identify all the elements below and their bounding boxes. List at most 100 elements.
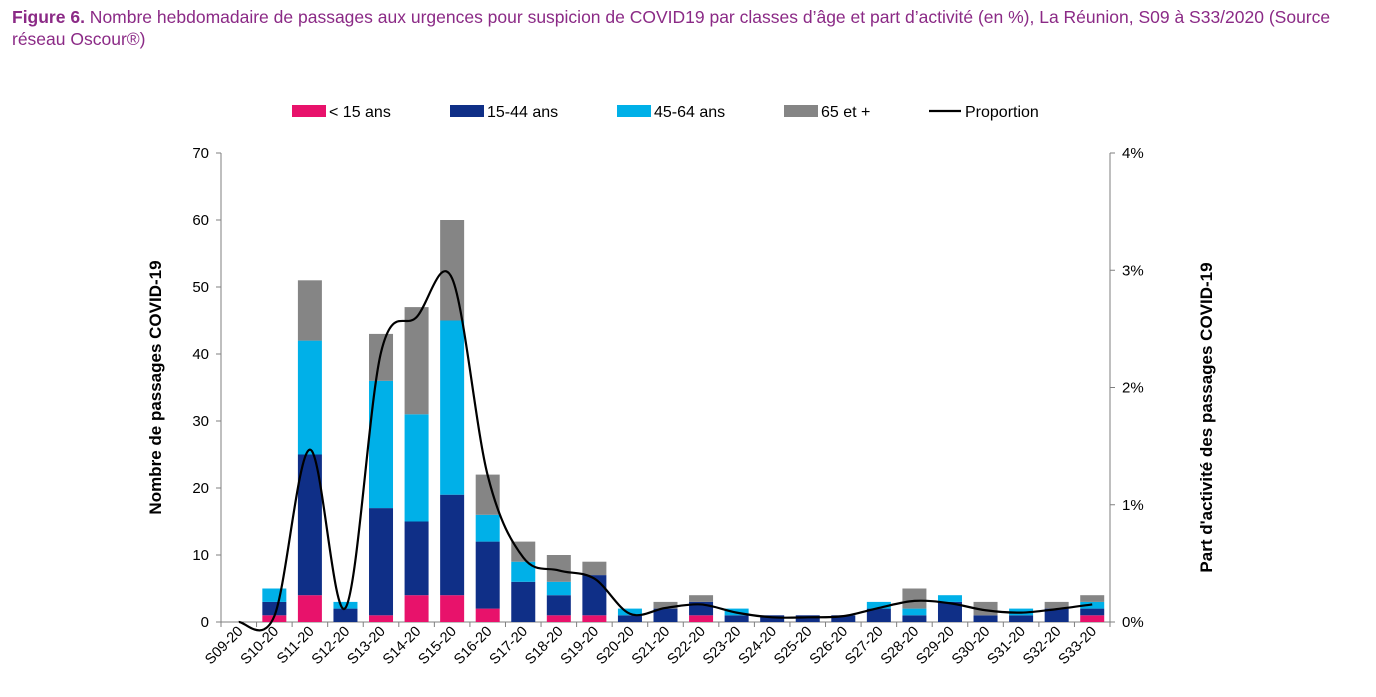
x-tick-label: S32-20 — [1020, 624, 1064, 668]
figure-title: Figure 6. Nombre hebdomadaire de passage… — [12, 6, 1362, 50]
bar-segment-series-4 — [653, 601, 678, 609]
bar-segment-series-2 — [333, 608, 358, 622]
x-tick-label: S31-20 — [985, 624, 1029, 668]
bar-segment-series-4 — [297, 280, 322, 341]
bar-segment-series-2 — [511, 581, 536, 622]
bar-segment-series-4 — [689, 595, 714, 602]
bar-segment-series-3 — [937, 595, 962, 602]
bar-segment-series-3 — [546, 581, 571, 596]
bar-segment-series-2 — [831, 615, 856, 622]
bar-segment-series-3 — [511, 561, 536, 582]
x-tick-label: S22-20 — [665, 624, 709, 668]
x-tick-label: S17-20 — [487, 624, 531, 668]
legend-label-proportion: Proportion — [965, 104, 1039, 121]
figure-caption: Nombre hebdomadaire de passages aux urge… — [12, 7, 1331, 49]
bar-segment-series-2 — [760, 615, 785, 622]
bar-segment-series-2 — [1044, 608, 1069, 622]
x-tick-label: S24-20 — [736, 624, 780, 668]
left-y-tick-label: 10 — [192, 547, 209, 564]
bar-segment-series-2 — [973, 615, 998, 622]
bar-segment-series-2 — [262, 601, 287, 616]
legend-swatch-series-3 — [617, 105, 651, 117]
right-y-tick-label: 2% — [1122, 380, 1144, 397]
bar-segment-series-4 — [475, 474, 500, 515]
legend-label-series-2: 15-44 ans — [487, 104, 558, 121]
bar-segment-series-3 — [475, 514, 500, 542]
x-tick-label: S15-20 — [416, 624, 460, 668]
left-y-tick-label: 30 — [192, 413, 209, 430]
bar-segment-series-3 — [866, 601, 891, 609]
bar-segment-series-2 — [617, 615, 642, 622]
x-tick-label: S12-20 — [309, 624, 353, 668]
x-tick-label: S14-20 — [380, 624, 424, 668]
right-y-tick-label: 1% — [1122, 497, 1144, 514]
bar-segment-series-1 — [369, 615, 394, 622]
bar-segment-series-1 — [1080, 615, 1105, 622]
x-tick-label: S25-20 — [771, 624, 815, 668]
x-tick-label: S33-20 — [1056, 624, 1100, 668]
x-tick-label: S20-20 — [593, 624, 637, 668]
legend-label-series-4: 65 et + — [821, 104, 870, 121]
x-tick-label: S26-20 — [807, 624, 851, 668]
x-tick-label: S27-20 — [842, 624, 886, 668]
left-y-tick-label: 70 — [192, 145, 209, 162]
legend-swatch-series-2 — [450, 105, 484, 117]
bar-segment-series-4 — [1080, 595, 1105, 602]
left-y-tick-label: 20 — [192, 480, 209, 497]
bar-segment-series-3 — [440, 320, 465, 495]
bar-segment-series-1 — [404, 595, 429, 622]
figure-label: Figure 6. — [12, 7, 85, 27]
x-tick-label: S21-20 — [629, 624, 673, 668]
bar-segment-series-3 — [333, 601, 358, 609]
bar-segment-series-3 — [617, 608, 642, 616]
left-y-tick-label: 40 — [192, 346, 209, 363]
bar-segment-series-2 — [795, 615, 820, 622]
bar-segment-series-2 — [404, 521, 429, 596]
x-tick-label: S29-20 — [913, 624, 957, 668]
bar-segment-series-4 — [511, 541, 536, 562]
left-y-tick-label: 50 — [192, 279, 209, 296]
x-tick-label: S19-20 — [558, 624, 602, 668]
bar-segment-series-4 — [1044, 601, 1069, 609]
bar-segment-series-2 — [475, 541, 500, 609]
bar-segment-series-1 — [546, 615, 571, 622]
bar-segment-series-3 — [297, 340, 322, 455]
bar-segment-series-4 — [902, 588, 927, 609]
bar-segment-series-1 — [297, 595, 322, 622]
bar-segment-series-3 — [902, 608, 927, 616]
right-y-tick-label: 0% — [1122, 614, 1144, 631]
bar-segment-series-1 — [475, 608, 500, 622]
bar-segment-series-4 — [582, 561, 607, 576]
bar-segment-series-2 — [1080, 608, 1105, 616]
bar-segment-series-4 — [440, 220, 465, 321]
right-y-tick-label: 4% — [1122, 145, 1144, 162]
right-y-tick-label: 3% — [1122, 262, 1144, 279]
bar-segment-series-4 — [404, 307, 429, 415]
bar-segment-series-3 — [404, 414, 429, 522]
left-y-tick-label: 0 — [201, 614, 209, 631]
bar-segment-series-2 — [440, 494, 465, 596]
bar-segment-series-2 — [369, 508, 394, 616]
bar-segment-series-2 — [582, 575, 607, 616]
proportion-line — [238, 270, 1093, 632]
bar-segment-series-1 — [440, 595, 465, 622]
right-y-axis-title: Part d'activité des passages COVID-19 — [1197, 262, 1216, 572]
x-tick-label: S23-20 — [700, 624, 744, 668]
bar-segment-series-2 — [546, 595, 571, 616]
legend-swatch-series-4 — [784, 105, 818, 117]
legend-label-series-1: < 15 ans — [329, 104, 391, 121]
bar-segment-series-1 — [582, 615, 607, 622]
bar-segment-series-3 — [262, 588, 287, 602]
bar-segment-series-2 — [653, 608, 678, 622]
x-tick-label: S16-20 — [451, 624, 495, 668]
left-y-axis-title: Nombre de passages COVID-19 — [146, 260, 165, 514]
bar-segment-series-2 — [724, 615, 749, 622]
x-tick-label: S28-20 — [878, 624, 922, 668]
bar-segment-series-2 — [866, 608, 891, 622]
left-y-tick-label: 60 — [192, 212, 209, 229]
legend-label-series-3: 45-64 ans — [654, 104, 725, 121]
bar-segment-series-1 — [689, 615, 714, 622]
legend-swatch-series-1 — [292, 105, 326, 117]
x-tick-label: S30-20 — [949, 624, 993, 668]
